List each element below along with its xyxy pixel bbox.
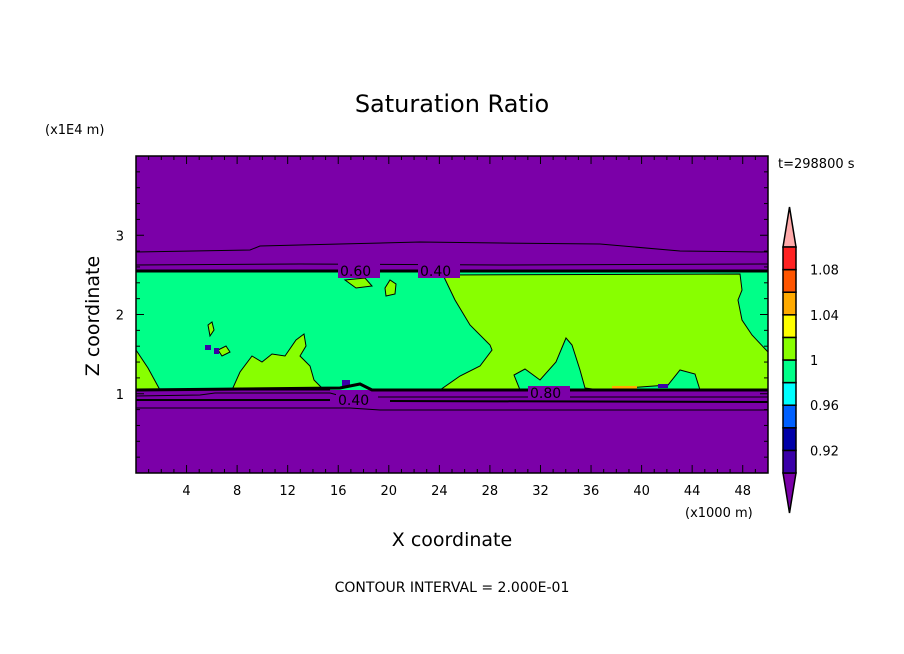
lime-islands-left bbox=[207, 321, 231, 357]
plot-area: 0.60 0.40 0.40 0.80 bbox=[136, 156, 768, 473]
colorbar-swatch bbox=[782, 427, 797, 452]
lime-region-center bbox=[231, 333, 331, 391]
lime-island-top2 bbox=[343, 277, 373, 289]
colorbar-swatch bbox=[782, 381, 797, 406]
x-tick-label: 12 bbox=[279, 484, 296, 499]
colorbar-swatch bbox=[782, 359, 797, 384]
time-label: t=298800 s bbox=[778, 157, 855, 172]
colorbar-over-arrow bbox=[782, 206, 797, 248]
colorbar-swatch bbox=[782, 268, 797, 293]
x-tick-label: 44 bbox=[684, 484, 701, 499]
colorbar-label: 0.92 bbox=[810, 444, 839, 459]
colorbar-label: 0.96 bbox=[810, 399, 839, 414]
colorbar-under-arrow bbox=[782, 472, 797, 514]
x-tick-label: 40 bbox=[633, 484, 650, 499]
y-tick-label: 2 bbox=[116, 309, 124, 324]
colorbar-swatch bbox=[782, 314, 797, 339]
colorbar-label: 1.04 bbox=[810, 309, 839, 324]
colorbar-swatch bbox=[782, 404, 797, 429]
y-axis-label: Z coordinate bbox=[82, 256, 104, 376]
y-tick-label: 3 bbox=[116, 229, 124, 244]
x-tick-label: 48 bbox=[734, 484, 751, 499]
colorbar-label: 1.08 bbox=[810, 264, 839, 279]
lime-island-top bbox=[384, 279, 397, 297]
colorbar: 1.08 1.04 1 0.96 0.92 bbox=[782, 206, 839, 514]
chart-title: Saturation Ratio bbox=[355, 90, 549, 118]
colorbar-swatch bbox=[782, 291, 797, 316]
x-axis-label: X coordinate bbox=[392, 529, 512, 551]
x-unit-label: (x1000 m) bbox=[685, 506, 753, 521]
contour-label: 0.40 bbox=[420, 264, 451, 280]
contour-label: 0.60 bbox=[340, 264, 371, 280]
x-tick-label: 24 bbox=[431, 484, 448, 499]
contour-label: 0.40 bbox=[338, 393, 369, 409]
warm-speck bbox=[612, 386, 637, 389]
x-tick-label: 20 bbox=[381, 484, 398, 499]
x-tick-label: 36 bbox=[583, 484, 600, 499]
x-tick-label: 28 bbox=[482, 484, 499, 499]
colorbar-swatch bbox=[782, 336, 797, 361]
x-tick-label: 4 bbox=[182, 484, 190, 499]
x-tick-label: 32 bbox=[532, 484, 549, 499]
contour-interval-footer: CONTOUR INTERVAL = 2.000E-01 bbox=[335, 580, 570, 596]
colorbar-label: 1 bbox=[810, 354, 818, 369]
x-tick-label: 8 bbox=[233, 484, 241, 499]
y-unit-label: (x1E4 m) bbox=[45, 123, 104, 138]
lime-region-right bbox=[438, 273, 768, 391]
colorbar-swatch bbox=[782, 449, 797, 474]
y-tick-label: 1 bbox=[116, 388, 124, 403]
contour-label: 0.80 bbox=[530, 386, 561, 402]
colorbar-swatch bbox=[782, 246, 797, 271]
x-tick-label: 16 bbox=[330, 484, 347, 499]
